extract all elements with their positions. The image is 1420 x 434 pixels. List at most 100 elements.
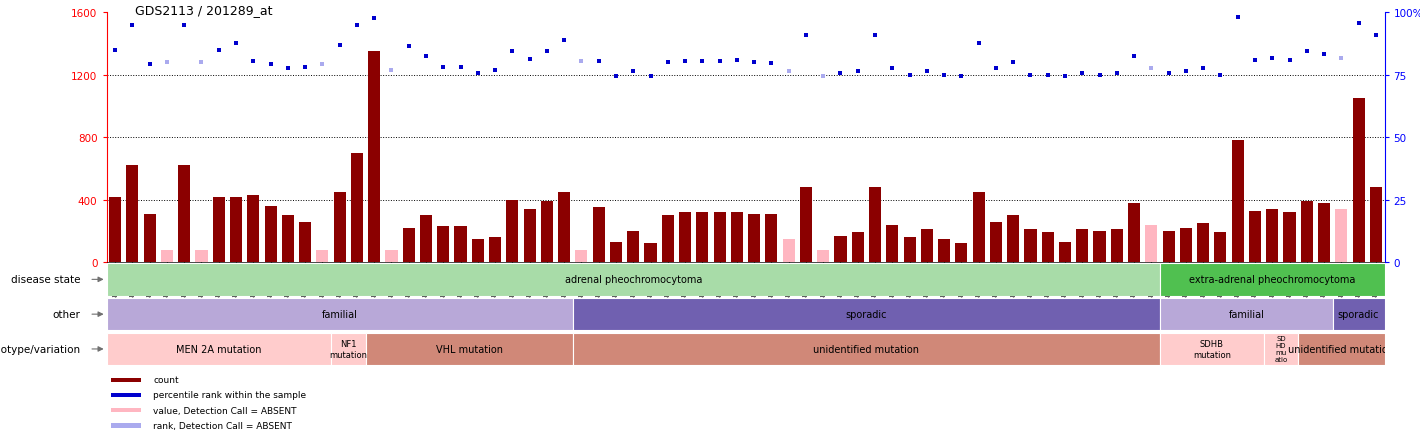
Bar bbox=[1231, 141, 1244, 263]
Point bbox=[207, 47, 230, 54]
Bar bbox=[748, 214, 760, 263]
Point bbox=[1003, 59, 1025, 66]
Point bbox=[777, 68, 799, 75]
Text: percentile rank within the sample: percentile rank within the sample bbox=[153, 391, 307, 400]
Bar bbox=[679, 213, 692, 263]
Text: NF1
mutation: NF1 mutation bbox=[329, 339, 368, 359]
Point bbox=[449, 64, 471, 71]
Point bbox=[484, 67, 507, 74]
Point bbox=[899, 73, 922, 80]
Point bbox=[224, 41, 247, 48]
Bar bbox=[524, 210, 535, 263]
Bar bbox=[1284, 213, 1295, 263]
Point bbox=[104, 47, 126, 54]
Text: familial: familial bbox=[1228, 309, 1264, 319]
Point bbox=[345, 22, 368, 29]
Bar bbox=[956, 244, 967, 263]
Bar bbox=[1076, 230, 1088, 263]
Bar bbox=[160, 250, 173, 263]
Point bbox=[1295, 49, 1318, 56]
Bar bbox=[1110, 230, 1123, 263]
Bar bbox=[852, 233, 863, 263]
Bar bbox=[645, 244, 656, 263]
Bar bbox=[1024, 230, 1037, 263]
Text: genotype/variation: genotype/variation bbox=[0, 344, 81, 354]
Point bbox=[1157, 70, 1180, 77]
Point bbox=[466, 70, 488, 77]
Bar bbox=[662, 216, 674, 263]
Bar bbox=[939, 239, 950, 263]
Bar bbox=[331, 333, 365, 365]
Bar bbox=[111, 408, 141, 412]
Point bbox=[569, 58, 592, 65]
Point bbox=[622, 69, 645, 76]
Bar bbox=[1370, 187, 1382, 263]
Point bbox=[364, 16, 386, 23]
Bar bbox=[696, 213, 709, 263]
Point bbox=[1312, 52, 1335, 59]
Bar bbox=[334, 192, 345, 263]
Point bbox=[880, 66, 903, 72]
Point bbox=[916, 69, 939, 76]
Bar bbox=[541, 202, 552, 263]
Bar bbox=[471, 239, 484, 263]
Bar bbox=[1333, 298, 1384, 331]
Bar bbox=[230, 197, 241, 263]
Bar bbox=[572, 333, 1160, 365]
Bar bbox=[1160, 263, 1384, 296]
Point bbox=[743, 59, 765, 66]
Point bbox=[1208, 72, 1231, 79]
Text: count: count bbox=[153, 375, 179, 385]
Bar bbox=[1042, 233, 1054, 263]
Text: MEN 2A mutation: MEN 2A mutation bbox=[176, 344, 261, 354]
Point bbox=[967, 41, 990, 48]
Bar bbox=[592, 208, 605, 263]
Point bbox=[812, 73, 835, 80]
Bar bbox=[1250, 211, 1261, 263]
Text: SD
HD
mu
atio: SD HD mu atio bbox=[1274, 335, 1288, 363]
Text: disease state: disease state bbox=[11, 275, 81, 285]
Point bbox=[311, 61, 334, 68]
Point bbox=[1278, 57, 1301, 64]
Bar bbox=[1059, 242, 1071, 263]
Point bbox=[1105, 70, 1127, 77]
Bar bbox=[1318, 203, 1331, 263]
Text: sporadic: sporadic bbox=[846, 309, 888, 319]
Point bbox=[1191, 66, 1214, 72]
Bar bbox=[1160, 298, 1333, 331]
Bar bbox=[403, 228, 415, 263]
Bar bbox=[264, 207, 277, 263]
Point bbox=[1071, 70, 1093, 77]
Bar bbox=[247, 195, 260, 263]
Point bbox=[1123, 53, 1146, 60]
Point bbox=[518, 56, 541, 63]
Bar bbox=[1007, 216, 1020, 263]
Bar bbox=[454, 227, 467, 263]
Point bbox=[639, 73, 662, 80]
Point bbox=[1140, 66, 1163, 72]
Bar bbox=[973, 192, 984, 263]
Bar bbox=[903, 238, 916, 263]
Point bbox=[1088, 72, 1110, 79]
Point bbox=[984, 66, 1007, 72]
Point bbox=[156, 59, 179, 66]
Point bbox=[795, 33, 818, 40]
Bar bbox=[143, 214, 156, 263]
Bar bbox=[1146, 225, 1157, 263]
Point bbox=[328, 42, 351, 49]
Bar bbox=[488, 238, 501, 263]
Point bbox=[588, 58, 611, 65]
Point bbox=[1365, 32, 1387, 39]
Bar bbox=[1127, 203, 1140, 263]
Bar bbox=[317, 250, 328, 263]
Point bbox=[863, 33, 886, 40]
Bar bbox=[437, 227, 449, 263]
Point bbox=[552, 38, 575, 45]
Bar bbox=[782, 239, 795, 263]
Text: value, Detection Call = ABSENT: value, Detection Call = ABSENT bbox=[153, 406, 297, 415]
Point bbox=[709, 58, 731, 65]
Text: SDHB
mutation: SDHB mutation bbox=[1193, 339, 1231, 359]
Bar bbox=[611, 242, 622, 263]
Bar bbox=[213, 197, 224, 263]
Bar bbox=[1301, 202, 1314, 263]
